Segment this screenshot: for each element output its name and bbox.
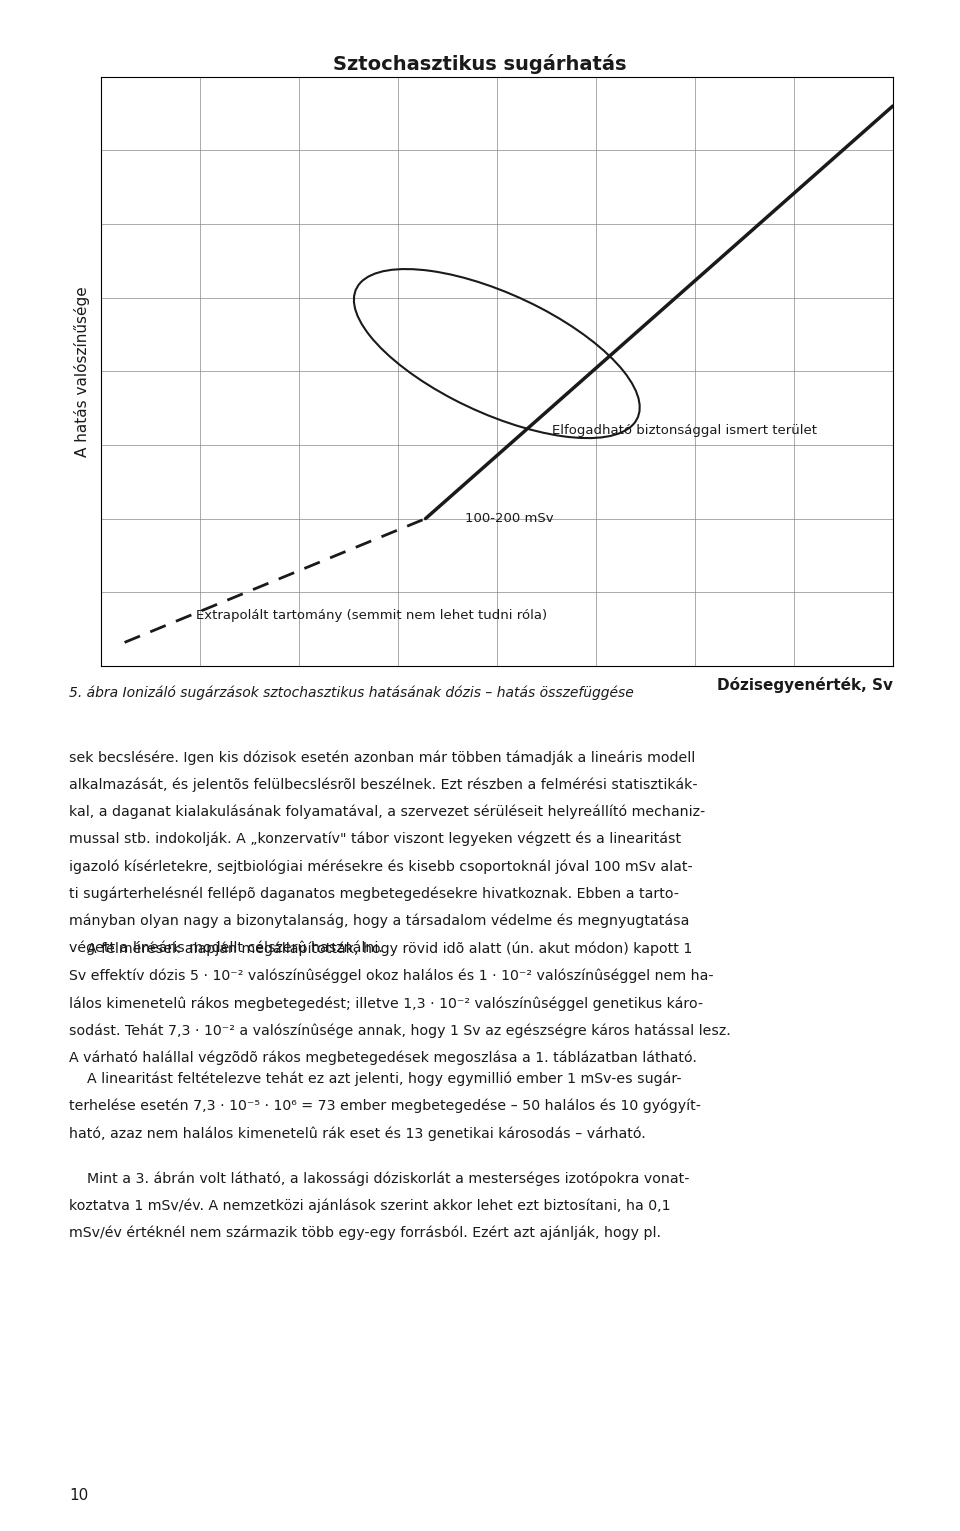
Text: 5. ábra Ionizáló sugárzások sztochasztikus hatásának dózis – hatás összefüggése: 5. ábra Ionizáló sugárzások sztochasztik… (69, 686, 634, 700)
Text: igazoló kísérletekre, sejtbiológiai mérésekre és kisebb csoportoknál jóval 100 m: igazoló kísérletekre, sejtbiológiai méré… (69, 859, 693, 874)
Text: 10: 10 (69, 1488, 88, 1503)
Text: mSv/év értéknél nem származik több egy-egy forrásból. Ezért azt ajánlják, hogy p: mSv/év értéknél nem származik több egy-e… (69, 1226, 661, 1240)
Text: Elfogadható biztonsággal ismert terület: Elfogadható biztonsággal ismert terület (552, 424, 817, 436)
Text: koztatva 1 mSv/év. A nemzetközi ajánlások szerint akkor lehet ezt biztosítani, h: koztatva 1 mSv/év. A nemzetközi ajánláso… (69, 1199, 671, 1213)
Text: Sztochasztikus sugárhatás: Sztochasztikus sugárhatás (333, 54, 627, 73)
Text: Dózisegyenérték, Sv: Dózisegyenérték, Sv (717, 677, 893, 692)
Text: 100-200 mSv: 100-200 mSv (465, 513, 554, 525)
Text: lálos kimenetelû rákos megbetegedést; illetve 1,3 · 10⁻² valószínûséggel genetik: lálos kimenetelû rákos megbetegedést; il… (69, 997, 704, 1010)
Text: kal, a daganat kialakulásának folyamatával, a szervezet sérüléseit helyreállító : kal, a daganat kialakulásának folyamatáv… (69, 805, 706, 819)
Text: mányban olyan nagy a bizonytalanság, hogy a társadalom védelme és megnyugtatása: mányban olyan nagy a bizonytalanság, hog… (69, 914, 689, 928)
Text: terhelése esetén 7,3 · 10⁻⁵ · 10⁶ = 73 ember megbetegedése – 50 halálos és 10 gy: terhelése esetén 7,3 · 10⁻⁵ · 10⁶ = 73 e… (69, 1099, 701, 1113)
Text: végett a lineáris modellt célszerû használni.: végett a lineáris modellt célszerû haszn… (69, 942, 383, 955)
Text: Extrapolált tartomány (semmit nem lehet tudni róla): Extrapolált tartomány (semmit nem lehet … (196, 609, 547, 623)
Text: Mint a 3. ábrán volt látható, a lakossági dóziskorlát a mesterséges izotópokra v: Mint a 3. ábrán volt látható, a lakosság… (69, 1171, 689, 1185)
Text: mussal stb. indokolják. A „konzervatív" tábor viszont legyeken végzett és a line: mussal stb. indokolják. A „konzervatív" … (69, 831, 682, 847)
Text: ti sugárterhelésnél fellépõ daganatos megbetegedésekre hivatkoznak. Ebben a tart: ti sugárterhelésnél fellépõ daganatos me… (69, 886, 679, 900)
Text: alkalmazását, és jelentõs felülbecslésrõl beszélnek. Ezt részben a felmérési sta: alkalmazását, és jelentõs felülbecslésrõ… (69, 778, 698, 792)
Text: sek becslésére. Igen kis dózisok esetén azonban már többen támadják a lineáris m: sek becslésére. Igen kis dózisok esetén … (69, 750, 695, 764)
Text: A linearitást feltételezve tehát ez azt jelenti, hogy egymillió ember 1 mSv-es s: A linearitást feltételezve tehát ez azt … (69, 1072, 682, 1085)
Y-axis label: A hatás valószínűsége: A hatás valószínűsége (74, 286, 89, 456)
Text: sodást. Tehát 7,3 · 10⁻² a valószínûsége annak, hogy 1 Sv az egészségre káros ha: sodást. Tehát 7,3 · 10⁻² a valószínûsége… (69, 1023, 731, 1038)
Text: ható, azaz nem halálos kimenetelû rák eset és 13 genetikai károsodás – várható.: ható, azaz nem halálos kimenetelû rák es… (69, 1127, 646, 1141)
Text: A várható halállal végzõdõ rákos megbetegedések megoszlása a 1. táblázatban láth: A várható halállal végzõdõ rákos megbete… (69, 1050, 697, 1066)
Text: A felmérések alapján megállapították, hogy rövid idõ alatt (ún. akut módon) kapo: A felmérések alapján megállapították, ho… (69, 942, 692, 955)
Text: Sv effektív dózis 5 · 10⁻² valószínûséggel okoz halálos és 1 · 10⁻² valószínûség: Sv effektív dózis 5 · 10⁻² valószínûségg… (69, 969, 713, 983)
